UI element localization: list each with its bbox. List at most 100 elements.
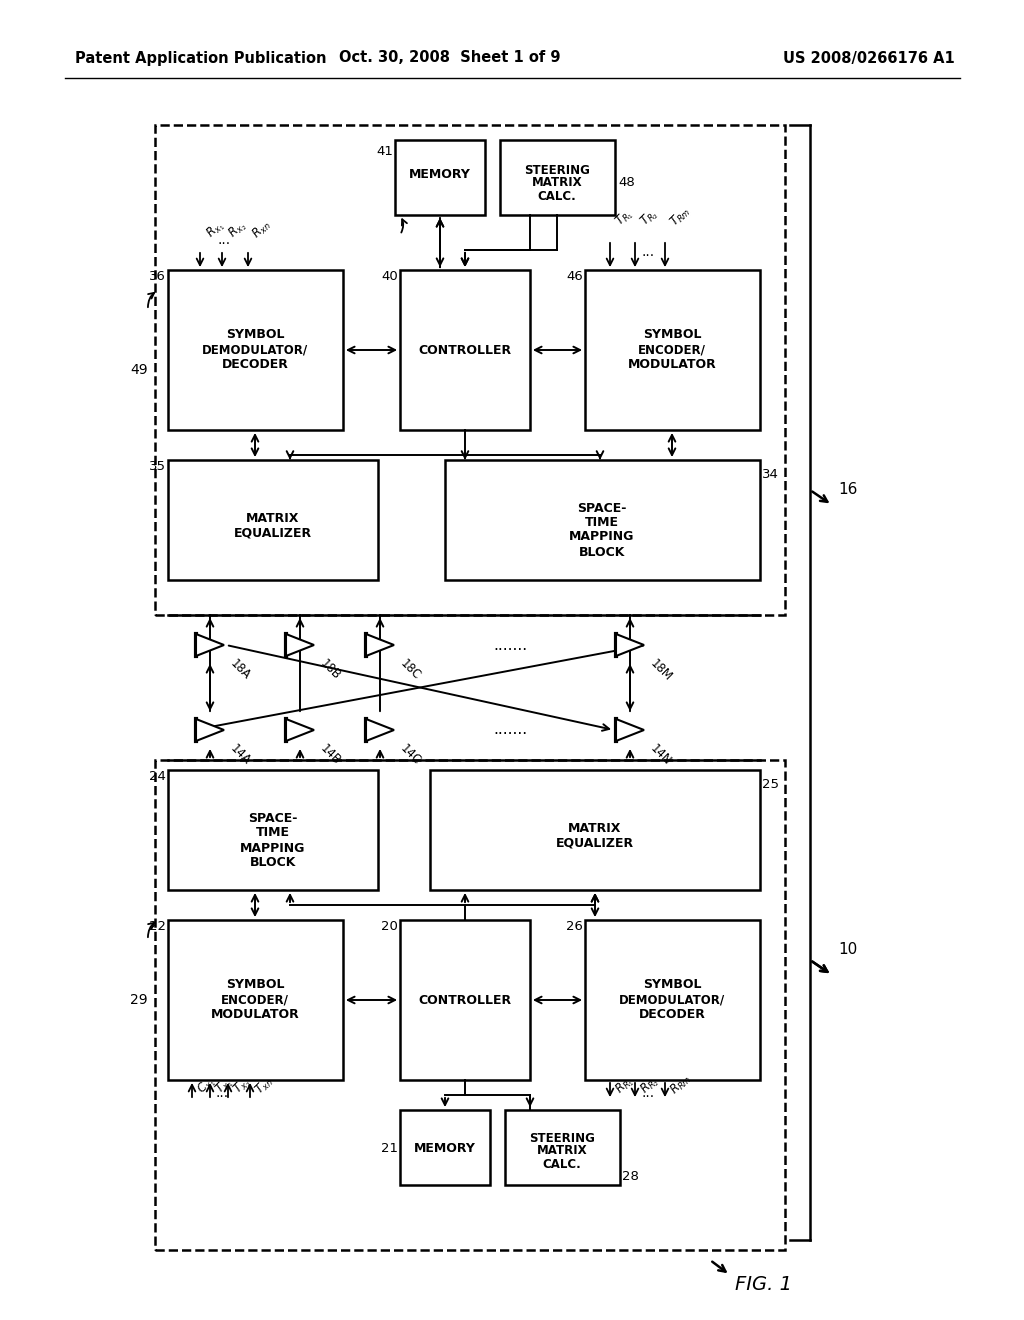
Text: 35: 35 bbox=[150, 459, 166, 473]
Text: 36: 36 bbox=[150, 271, 166, 282]
Bar bbox=[585, 920, 760, 1080]
Bar bbox=[505, 1110, 620, 1185]
Text: .......: ....... bbox=[493, 638, 527, 652]
Bar bbox=[500, 140, 615, 215]
Text: 49: 49 bbox=[130, 363, 148, 378]
Text: $R_{x_2}$: $R_{x_2}$ bbox=[225, 218, 250, 242]
Polygon shape bbox=[286, 634, 314, 656]
Text: 18B: 18B bbox=[318, 657, 343, 682]
Text: 18C: 18C bbox=[398, 657, 424, 682]
Text: CALC.: CALC. bbox=[543, 1158, 582, 1171]
Text: 28: 28 bbox=[622, 1170, 639, 1183]
Text: 41: 41 bbox=[376, 145, 393, 158]
Text: 21: 21 bbox=[381, 1142, 398, 1155]
Polygon shape bbox=[286, 719, 314, 741]
Text: $T_{R_1}$: $T_{R_1}$ bbox=[612, 206, 637, 230]
Text: $T_{x_1}$: $T_{x_1}$ bbox=[212, 1074, 236, 1098]
Text: BLOCK: BLOCK bbox=[579, 545, 626, 558]
Bar bbox=[168, 920, 343, 1080]
Text: MATRIX: MATRIX bbox=[537, 1144, 588, 1158]
Text: DEMODULATOR/: DEMODULATOR/ bbox=[202, 343, 308, 356]
Text: 25: 25 bbox=[762, 777, 779, 791]
Text: SYMBOL: SYMBOL bbox=[225, 329, 285, 342]
Text: TIME: TIME bbox=[256, 826, 290, 840]
Text: $R_{R_2}$: $R_{R_2}$ bbox=[637, 1073, 663, 1098]
Bar bbox=[168, 459, 378, 579]
Text: MAPPING: MAPPING bbox=[241, 842, 306, 854]
Text: SPACE-: SPACE- bbox=[248, 812, 298, 825]
Polygon shape bbox=[196, 719, 224, 741]
Text: 10: 10 bbox=[838, 942, 857, 957]
Text: ...: ... bbox=[215, 1086, 228, 1100]
Text: CONTROLLER: CONTROLLER bbox=[419, 994, 512, 1006]
Text: ...: ... bbox=[641, 246, 654, 259]
Text: 18A: 18A bbox=[228, 657, 253, 682]
Bar bbox=[400, 1110, 490, 1185]
Text: 26: 26 bbox=[566, 920, 583, 933]
Text: $R_{x_1}$: $R_{x_1}$ bbox=[203, 218, 227, 242]
Text: CALC.: CALC. bbox=[538, 190, 577, 202]
Text: ENCODER/: ENCODER/ bbox=[638, 343, 706, 356]
Text: Oct. 30, 2008  Sheet 1 of 9: Oct. 30, 2008 Sheet 1 of 9 bbox=[339, 50, 561, 66]
Text: DECODER: DECODER bbox=[639, 1008, 706, 1022]
Text: MEMORY: MEMORY bbox=[409, 169, 471, 181]
Text: ENCODER/: ENCODER/ bbox=[221, 994, 289, 1006]
Text: EQUALIZER: EQUALIZER bbox=[233, 527, 312, 540]
Text: 24: 24 bbox=[150, 770, 166, 783]
Text: 16: 16 bbox=[838, 483, 857, 498]
Text: MATRIX: MATRIX bbox=[531, 177, 583, 190]
Text: 14C: 14C bbox=[398, 742, 424, 768]
Text: DECODER: DECODER bbox=[221, 359, 289, 371]
Text: MATRIX: MATRIX bbox=[568, 821, 622, 834]
Bar bbox=[168, 271, 343, 430]
Bar bbox=[168, 770, 378, 890]
Bar bbox=[400, 271, 530, 430]
Polygon shape bbox=[196, 634, 224, 656]
Text: BLOCK: BLOCK bbox=[250, 857, 296, 870]
Bar bbox=[585, 271, 760, 430]
Text: 14N: 14N bbox=[648, 742, 674, 768]
Text: 22: 22 bbox=[150, 920, 166, 933]
Text: ...: ... bbox=[217, 234, 230, 247]
Text: $T_{xn}$: $T_{xn}$ bbox=[252, 1074, 275, 1098]
Bar bbox=[155, 125, 785, 615]
Text: FIG. 1: FIG. 1 bbox=[735, 1275, 792, 1295]
Text: MODULATOR: MODULATOR bbox=[628, 359, 717, 371]
Text: 14A: 14A bbox=[228, 742, 254, 767]
Text: CONTROLLER: CONTROLLER bbox=[419, 343, 512, 356]
Text: EQUALIZER: EQUALIZER bbox=[556, 837, 634, 850]
Polygon shape bbox=[366, 634, 394, 656]
Bar bbox=[400, 920, 530, 1080]
Text: 29: 29 bbox=[130, 993, 148, 1007]
Polygon shape bbox=[366, 719, 394, 741]
Text: $T_{R_2}$: $T_{R_2}$ bbox=[637, 206, 662, 230]
Text: ...: ... bbox=[641, 1086, 654, 1100]
Text: 46: 46 bbox=[566, 271, 583, 282]
Text: MODULATOR: MODULATOR bbox=[211, 1008, 299, 1022]
Text: 20: 20 bbox=[381, 920, 398, 933]
Text: 48: 48 bbox=[618, 176, 635, 189]
Text: MATRIX: MATRIX bbox=[247, 511, 300, 524]
Bar bbox=[155, 760, 785, 1250]
Bar bbox=[445, 459, 760, 579]
Text: $R_{xn}$: $R_{xn}$ bbox=[249, 218, 273, 242]
Text: SYMBOL: SYMBOL bbox=[225, 978, 285, 991]
Bar bbox=[395, 140, 485, 215]
Text: DEMODULATOR/: DEMODULATOR/ bbox=[618, 994, 725, 1006]
Text: .......: ....... bbox=[493, 722, 527, 738]
Text: MAPPING: MAPPING bbox=[569, 531, 635, 544]
Text: TIME: TIME bbox=[585, 516, 618, 528]
Text: $C_{x_1}$: $C_{x_1}$ bbox=[194, 1073, 218, 1098]
Text: 34: 34 bbox=[762, 469, 779, 480]
Polygon shape bbox=[616, 719, 644, 741]
Text: US 2008/0266176 A1: US 2008/0266176 A1 bbox=[783, 50, 955, 66]
Text: $R_{Rm}$: $R_{Rm}$ bbox=[667, 1071, 694, 1098]
Polygon shape bbox=[616, 634, 644, 656]
Text: STEERING: STEERING bbox=[524, 164, 590, 177]
Bar bbox=[430, 770, 760, 890]
Text: SYMBOL: SYMBOL bbox=[643, 329, 701, 342]
Text: MEMORY: MEMORY bbox=[414, 1142, 476, 1155]
Text: 40: 40 bbox=[381, 271, 398, 282]
Text: $T_{Rm}$: $T_{Rm}$ bbox=[667, 203, 693, 230]
Text: STEERING: STEERING bbox=[529, 1131, 595, 1144]
